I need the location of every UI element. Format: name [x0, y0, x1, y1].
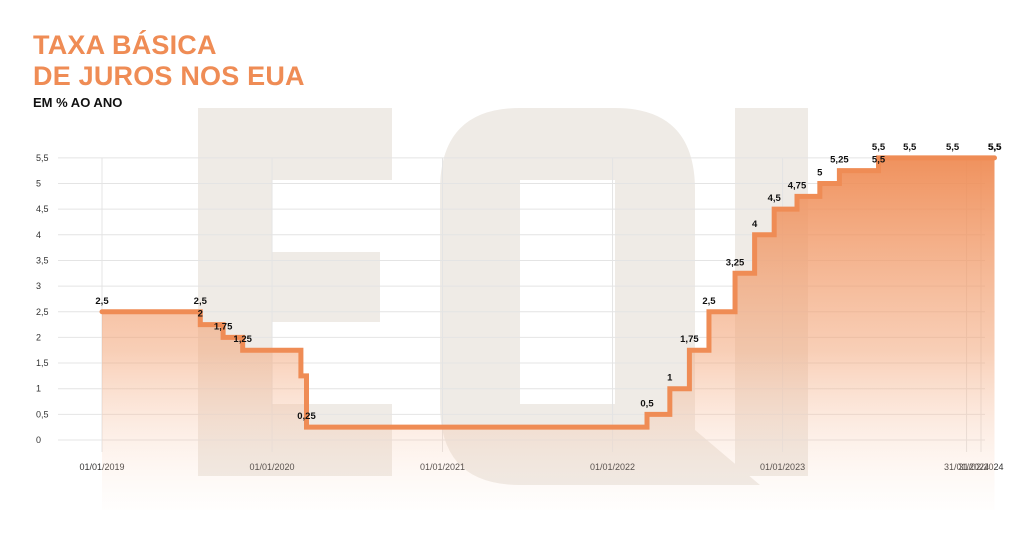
chart-subtitle: EM % AO ANO	[33, 95, 123, 110]
y-tick-label: 3,5	[36, 255, 49, 265]
data-label: 4,5	[768, 193, 782, 204]
data-label: 1,25	[233, 334, 252, 345]
data-label: 5,5	[988, 142, 1002, 153]
y-tick-label: 5	[36, 179, 41, 189]
data-label: 1,75	[214, 321, 233, 332]
area-fill	[102, 157, 995, 510]
data-labels: 2,5 2,521,751,250,250,511,752,53,2544,54,…	[95, 142, 1002, 422]
data-label: 5,5	[988, 142, 1002, 153]
data-label: 3,25	[726, 257, 745, 268]
data-label: 0,25	[297, 411, 316, 422]
data-label: 1,75	[680, 334, 699, 345]
data-label: 1	[667, 373, 673, 384]
data-label: 5,5	[946, 142, 960, 153]
y-tick-label: 5,5	[36, 153, 49, 163]
y-tick-label: 1	[36, 384, 41, 394]
rate-area	[102, 157, 995, 510]
data-label: 5,5	[903, 142, 917, 153]
data-label: 2,5	[194, 296, 208, 307]
y-tick-label: 4	[36, 230, 41, 240]
data-label: 5,25	[830, 155, 849, 166]
data-label: 5	[817, 168, 823, 179]
data-label: 4	[752, 219, 758, 230]
data-label: 4,75	[788, 180, 807, 191]
y-tick-label: 3	[36, 281, 41, 291]
data-label: 5,5	[872, 142, 886, 153]
y-tick-label: 4,5	[36, 204, 49, 214]
y-tick-label: 2,5	[36, 307, 49, 317]
data-label: 2,5	[95, 296, 109, 307]
series-line	[99, 155, 998, 430]
rate-line	[99, 155, 998, 430]
data-label: 2	[198, 309, 203, 320]
y-tick-label: 0	[36, 435, 41, 445]
data-label: 5,5	[872, 155, 886, 166]
y-tick-label: 1,5	[36, 358, 49, 368]
y-tick-label: 0,5	[36, 409, 49, 419]
data-label: 0,5	[640, 398, 654, 409]
y-tick-label: 2	[36, 332, 41, 342]
chart-title: TAXA BÁSICA DE JUROS NOS EUA	[33, 30, 305, 92]
data-label: 2,5	[702, 296, 716, 307]
chart-title-line-2: DE JUROS NOS EUA	[33, 61, 305, 91]
chart-title-line-1: TAXA BÁSICA	[33, 30, 217, 60]
